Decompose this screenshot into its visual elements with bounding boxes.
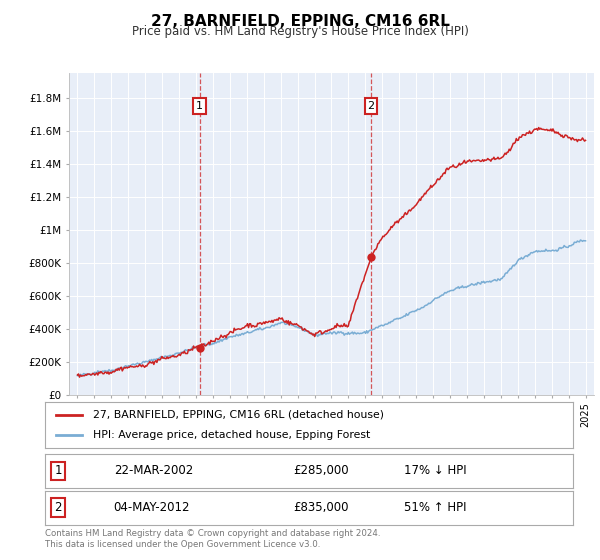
- Text: 17% ↓ HPI: 17% ↓ HPI: [404, 464, 467, 478]
- Text: 1: 1: [55, 464, 62, 478]
- Text: 51% ↑ HPI: 51% ↑ HPI: [404, 501, 467, 515]
- Text: £285,000: £285,000: [293, 464, 349, 478]
- Text: 27, BARNFIELD, EPPING, CM16 6RL (detached house): 27, BARNFIELD, EPPING, CM16 6RL (detache…: [92, 410, 383, 420]
- Text: HPI: Average price, detached house, Epping Forest: HPI: Average price, detached house, Eppi…: [92, 430, 370, 440]
- Text: £835,000: £835,000: [293, 501, 349, 515]
- Text: Contains HM Land Registry data © Crown copyright and database right 2024.
This d: Contains HM Land Registry data © Crown c…: [45, 529, 380, 549]
- Text: 27, BARNFIELD, EPPING, CM16 6RL: 27, BARNFIELD, EPPING, CM16 6RL: [151, 14, 449, 29]
- Text: Price paid vs. HM Land Registry's House Price Index (HPI): Price paid vs. HM Land Registry's House …: [131, 25, 469, 38]
- Text: 2: 2: [55, 501, 62, 515]
- Text: 1: 1: [196, 101, 203, 111]
- Text: 2: 2: [368, 101, 374, 111]
- Text: 04-MAY-2012: 04-MAY-2012: [113, 501, 190, 515]
- Text: 22-MAR-2002: 22-MAR-2002: [113, 464, 193, 478]
